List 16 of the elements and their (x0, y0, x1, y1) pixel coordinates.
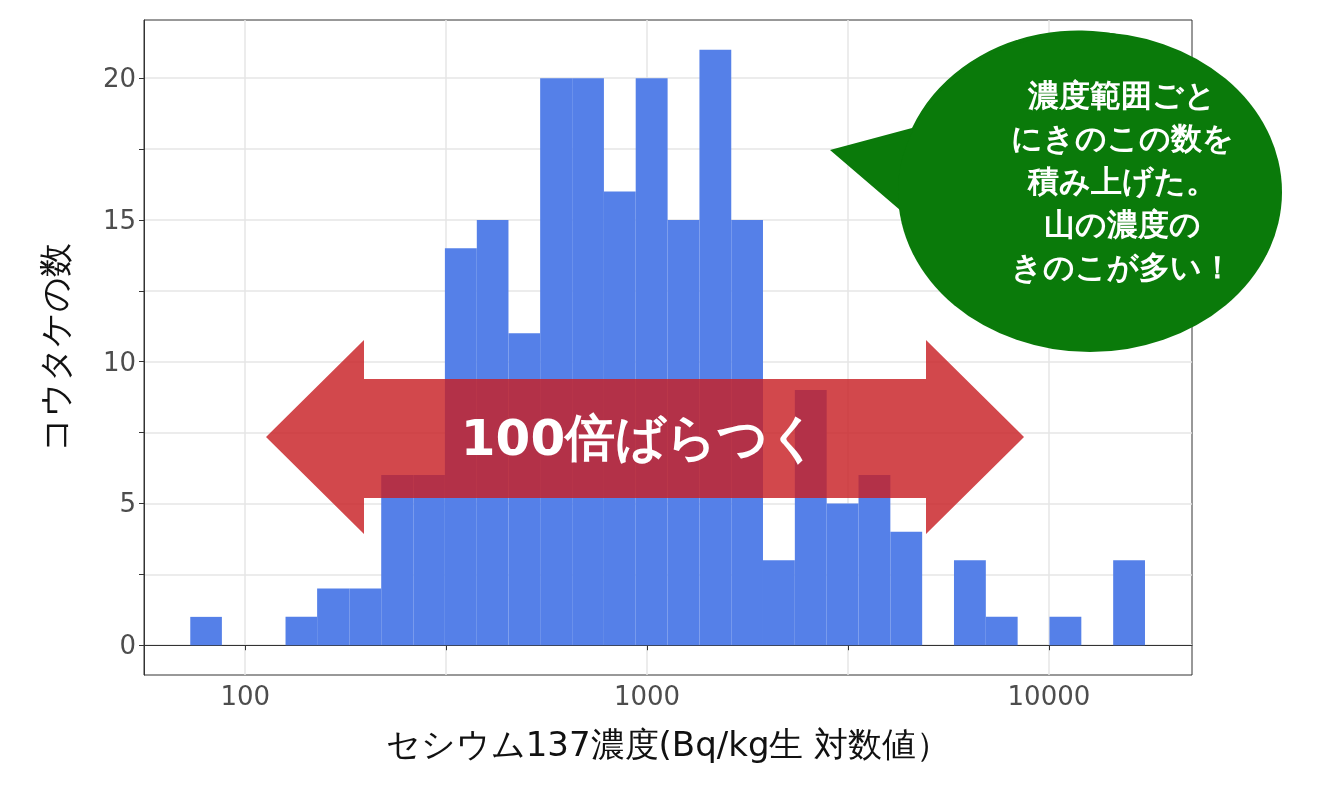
y-tick-label: 10 (102, 346, 136, 377)
annotation: 濃度範囲ごと (1027, 77, 1216, 113)
annotation: 100倍ばらつく (460, 409, 820, 467)
x-tick-label: 1000 (613, 681, 681, 711)
y-tick-label: 0 (119, 630, 136, 661)
annotation: にきのこの数を (1010, 120, 1234, 156)
x-axis-title: セシウム137濃度(Bq/kg生 対数値） (385, 724, 951, 764)
annotation: 山の濃度の (1043, 206, 1201, 242)
x-tick-label: 100 (220, 681, 271, 711)
annotation: きのこが多い！ (1011, 249, 1233, 285)
y-tick-label: 20 (102, 63, 136, 94)
x-tick-label: 10000 (1007, 681, 1091, 711)
annotation: 積み上げた。 (1026, 163, 1217, 199)
y-axis-title: コウタケの数 (35, 243, 75, 452)
y-tick-label: 5 (119, 488, 136, 519)
y-tick-label: 15 (102, 204, 136, 235)
